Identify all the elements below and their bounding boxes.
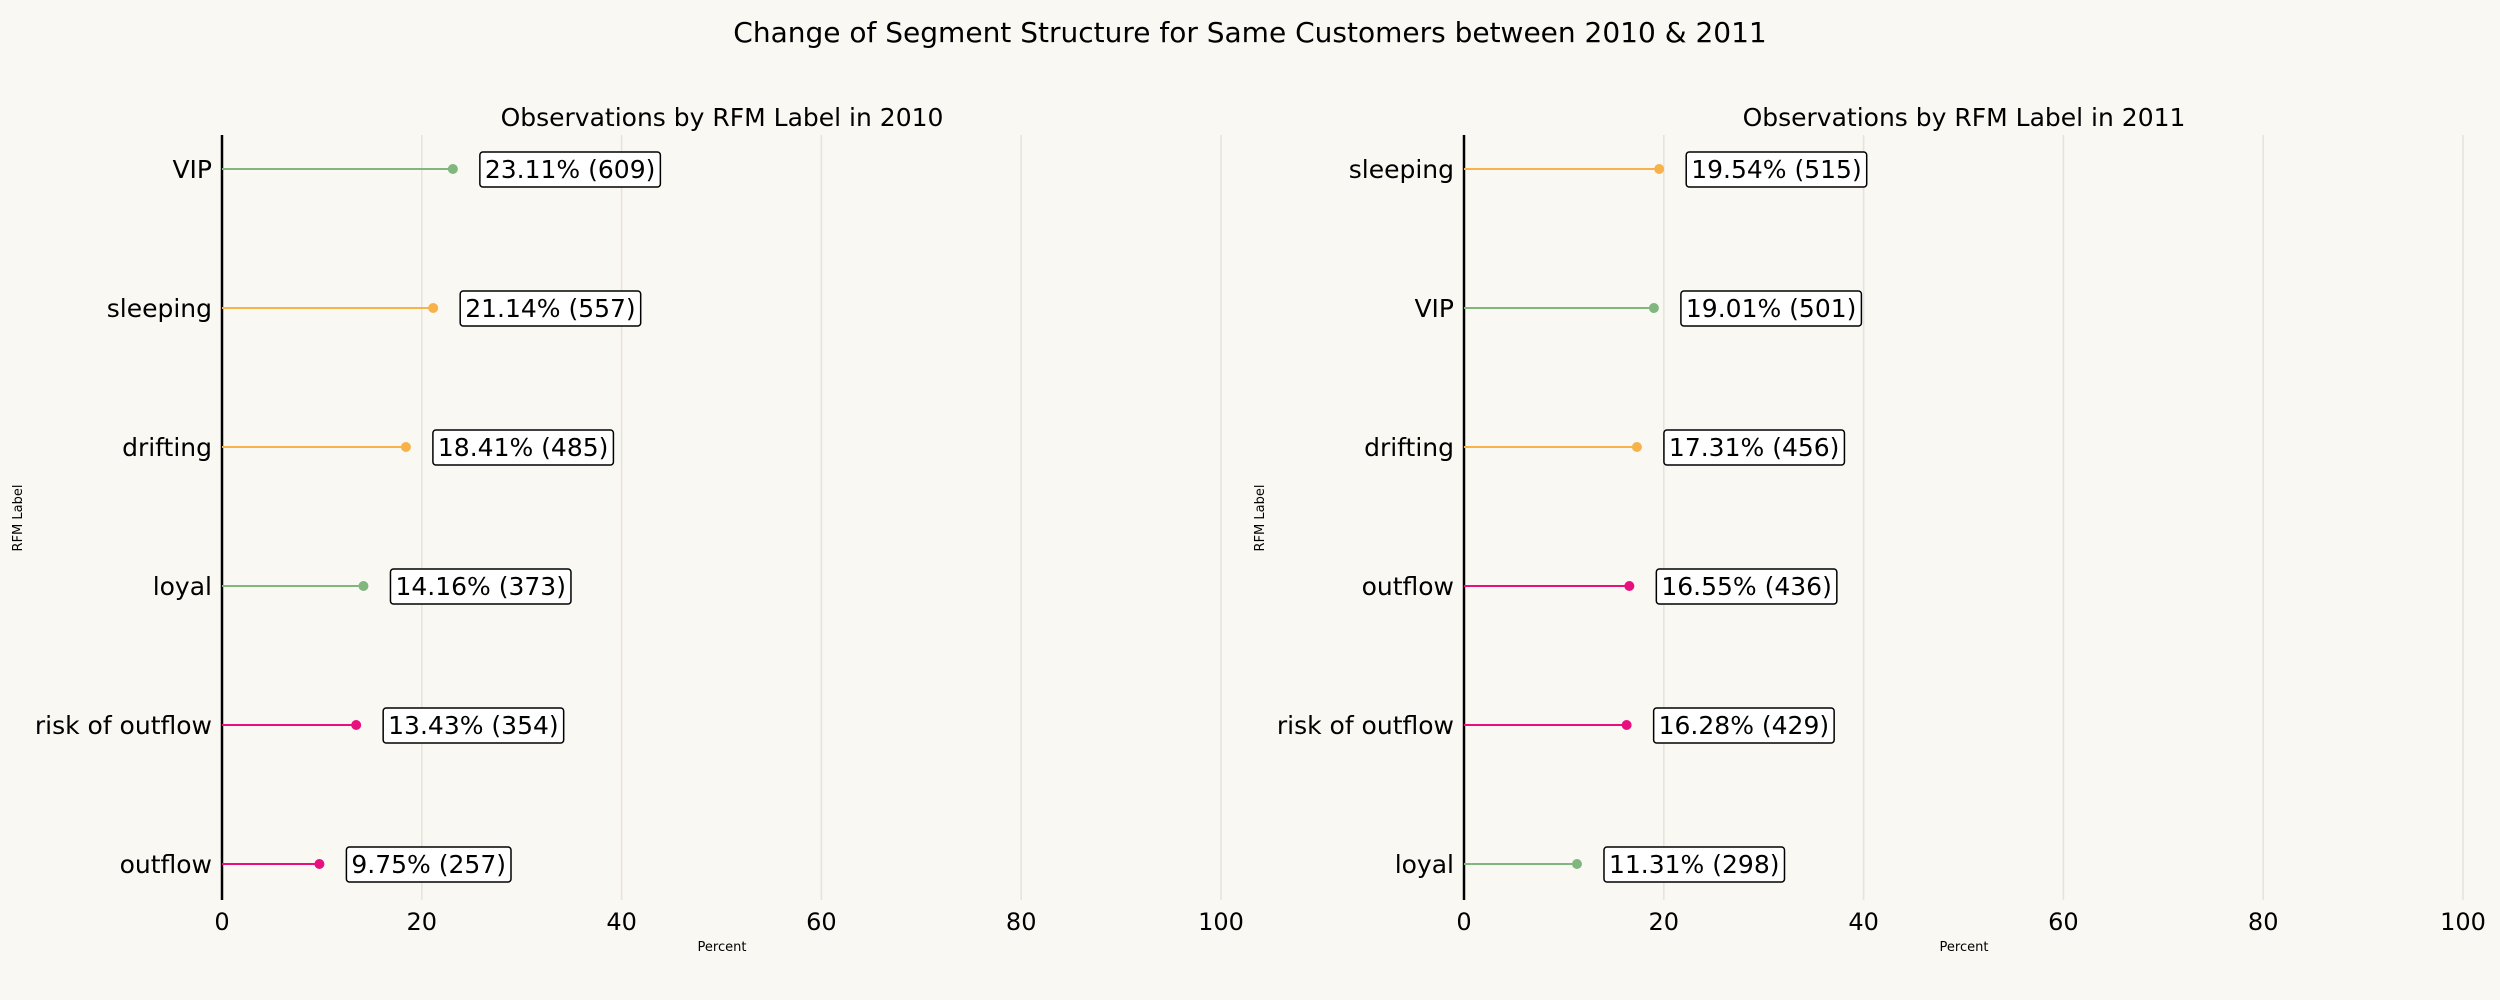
lollipop-dot bbox=[1621, 720, 1632, 730]
category-label: drifting bbox=[1364, 433, 1454, 462]
category-label: loyal bbox=[153, 572, 212, 601]
lollipop-dot bbox=[351, 720, 362, 730]
data-label-box bbox=[1680, 290, 1863, 327]
data-label-box bbox=[1652, 707, 1835, 744]
y-axis-label: RFM Label bbox=[1253, 485, 1268, 552]
data-label: 11.31% (298) bbox=[1609, 850, 1780, 879]
x-tick-label: 100 bbox=[2440, 908, 2486, 936]
data-label: 21.14% (557) bbox=[465, 294, 636, 323]
data-label-box bbox=[1663, 429, 1846, 466]
category-label: risk of outflow bbox=[35, 711, 212, 740]
data-label-box bbox=[382, 707, 565, 744]
data-label-box bbox=[1655, 568, 1838, 605]
x-tick-label: 20 bbox=[1649, 908, 1680, 936]
lollipop-dot bbox=[1624, 581, 1635, 591]
data-label-box bbox=[459, 290, 642, 327]
category-label: sleeping bbox=[1349, 155, 1454, 184]
x-tick-label: 60 bbox=[806, 908, 837, 936]
category-label: outflow bbox=[120, 850, 212, 879]
x-tick-label: 20 bbox=[407, 908, 438, 936]
lollipop-dot bbox=[1648, 303, 1659, 313]
data-label: 16.28% (429) bbox=[1659, 711, 1830, 740]
x-tick-label: 40 bbox=[606, 908, 637, 936]
data-label-box bbox=[1685, 151, 1868, 188]
x-tick-label: 80 bbox=[2248, 908, 2279, 936]
category-label: risk of outflow bbox=[1277, 711, 1454, 740]
x-tick-label: 60 bbox=[2048, 908, 2079, 936]
data-label: 17.31% (456) bbox=[1669, 433, 1840, 462]
data-label: 9.75% (257) bbox=[351, 850, 506, 879]
x-tick-label: 40 bbox=[1848, 908, 1879, 936]
data-label-box bbox=[345, 846, 512, 883]
x-axis-label: Percent bbox=[1940, 940, 1989, 955]
lollipop-dot bbox=[400, 442, 411, 452]
data-label: 13.43% (354) bbox=[388, 711, 559, 740]
data-label: 18.41% (485) bbox=[438, 433, 609, 462]
category-label: loyal bbox=[1395, 850, 1454, 879]
data-label-box bbox=[389, 568, 572, 605]
x-tick-label: 0 bbox=[214, 908, 229, 936]
data-label-box bbox=[479, 151, 662, 188]
data-label: 16.55% (436) bbox=[1661, 572, 1832, 601]
category-label: drifting bbox=[122, 433, 212, 462]
panel-2011: Observations by RFM Label in 2011 0 20 40 60… bbox=[1253, 103, 2486, 955]
data-label: 19.54% (515) bbox=[1691, 155, 1862, 184]
x-tick-label: 100 bbox=[1198, 908, 1244, 936]
data-label-box bbox=[432, 429, 615, 466]
subplot-title: Observations by RFM Label in 2011 bbox=[1743, 103, 2186, 132]
y-axis-label: RFM Label bbox=[11, 485, 26, 552]
lollipop-dot bbox=[1571, 859, 1582, 869]
subplot-title: Observations by RFM Label in 2010 bbox=[501, 103, 944, 132]
category-label: sleeping bbox=[107, 294, 212, 323]
lollipop-dot bbox=[1654, 164, 1665, 174]
lollipop-dot bbox=[428, 303, 439, 313]
category-label: VIP bbox=[172, 155, 212, 184]
lollipop-dot bbox=[1631, 442, 1642, 452]
chart-title: Change of Segment Structure for Same Cus… bbox=[733, 16, 1766, 49]
data-label: 23.11% (609) bbox=[485, 155, 656, 184]
category-label: outflow bbox=[1362, 572, 1454, 601]
x-tick-label: 80 bbox=[1006, 908, 1037, 936]
lollipop-dot bbox=[314, 859, 325, 869]
x-axis-label: Percent bbox=[698, 940, 747, 955]
data-label: 14.16% (373) bbox=[395, 572, 565, 601]
lollipop-dot bbox=[447, 164, 458, 174]
data-label: 19.01% (501) bbox=[1686, 294, 1857, 323]
panel-2010: Observations by RFM Label in 2010 0 20 40 60… bbox=[11, 103, 1244, 955]
data-label-box bbox=[1603, 846, 1786, 883]
lollipop-dot bbox=[358, 581, 369, 591]
x-tick-label: 0 bbox=[1456, 908, 1471, 936]
category-label: VIP bbox=[1414, 294, 1454, 323]
